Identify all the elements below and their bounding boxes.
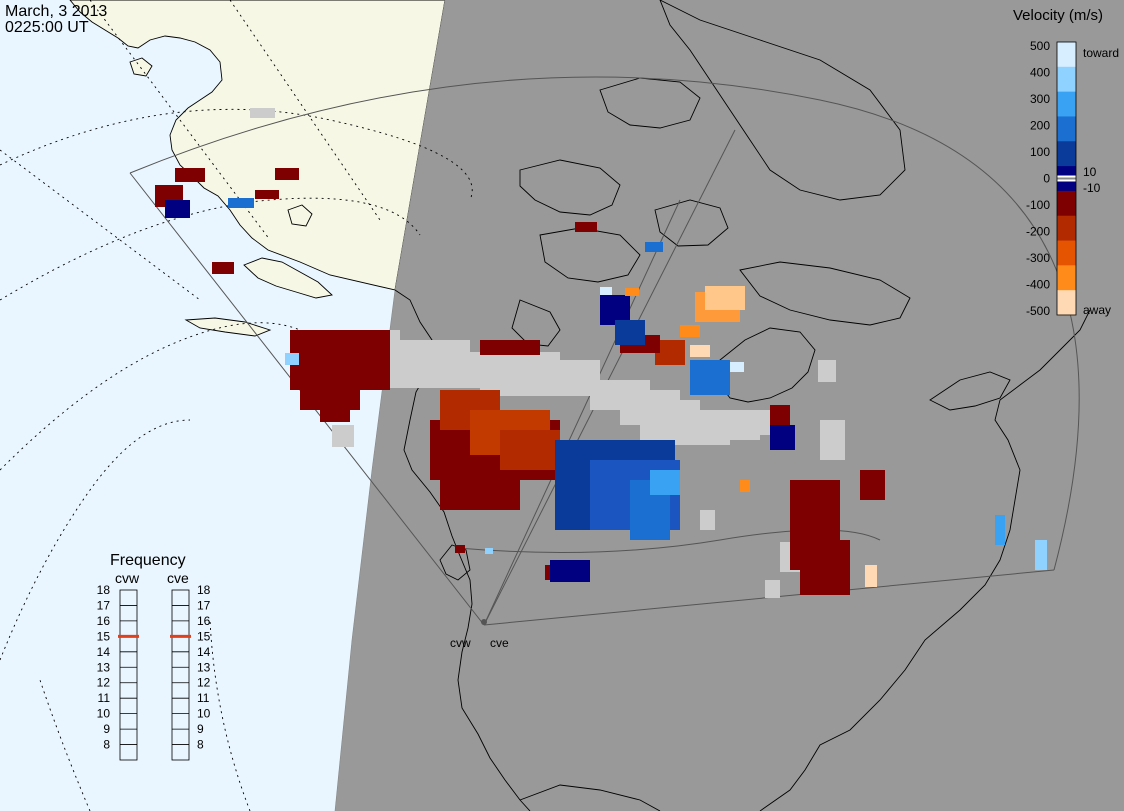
colorbar-frame: [1056, 41, 1077, 316]
frequency-scale-label: 16: [197, 614, 211, 628]
frequency-scale-label: 10: [197, 707, 211, 721]
frequency-scale-label: 12: [97, 676, 111, 690]
colorbar-toward-label: toward: [1083, 46, 1119, 60]
date-label: March, 3 2013: [5, 3, 107, 20]
frequency-scale-label: 15: [197, 629, 211, 643]
velocity-orange: [625, 286, 877, 587]
colorbar-away-label: away: [1083, 303, 1111, 317]
radar-sites: cvw cve: [450, 619, 509, 650]
longitude-grid: [0, 0, 381, 301]
latitude-grid: [0, 108, 473, 811]
colorbar-block: [1057, 42, 1076, 68]
frequency-scale-label: 8: [197, 738, 204, 752]
colorbar-block: [1057, 91, 1076, 117]
frequency-marker-cve: [170, 634, 191, 638]
colorbar-tick-label: -300: [1026, 251, 1050, 265]
colorbar-block: [1057, 190, 1076, 217]
night-region: [334, 0, 1124, 811]
radar-site-cvw-label: cvw: [450, 636, 471, 650]
frequency-scale-label: 10: [97, 707, 111, 721]
colorbar-ticks: 500 400 300 200 100 0 -100 -200 -300 -400 -500: [1026, 39, 1050, 318]
frequency-scale-label: 12: [197, 676, 211, 690]
radar-site-cve-label: cve: [490, 636, 509, 650]
colorbar-block: [1057, 116, 1076, 142]
time-label: 0225:00 UT: [5, 19, 89, 36]
fov-outline: [129, 76, 1080, 626]
frequency-scale-label: 8: [103, 738, 110, 752]
frequency-scale-label: 17: [197, 598, 211, 612]
colorbar-tick-label: -500: [1026, 304, 1050, 318]
frequency-scale-label: 11: [197, 691, 210, 705]
frequency-scale-label: 18: [197, 583, 211, 597]
frequency-scale-label: 13: [97, 660, 111, 674]
frequency-scale-label: 17: [97, 598, 111, 612]
frequency-scale-label: 9: [197, 722, 204, 736]
frequency-scale-label: 14: [97, 645, 111, 659]
colorbar-tick-label: -400: [1026, 278, 1050, 292]
frequency-scale-label: 15: [97, 629, 111, 643]
day-land: [69, 0, 446, 337]
colorbar-block: [1057, 66, 1076, 93]
colorbar-tick-label: 400: [1030, 66, 1050, 80]
frequency-radar-cvw: cvw: [115, 570, 140, 586]
timestamp-header: March, 3 2013 0225:00 UT: [5, 3, 107, 36]
colorbar-tick-label: -200: [1026, 225, 1050, 239]
colorbar-block: [1057, 290, 1076, 316]
frequency-panel: Frequency cvw cve 1817161514131211109818…: [97, 552, 211, 761]
frequency-scale-label: 16: [97, 614, 111, 628]
frequency-gauge-cve: [171, 589, 190, 761]
colorbar-block: [1057, 215, 1076, 242]
radar-site-cvw-marker: [481, 619, 487, 625]
velocity-toward: [165, 198, 1047, 582]
colorbar-tick-label: 300: [1030, 92, 1050, 106]
colorbar-block: [1057, 141, 1076, 167]
colorbar-tick-label: -100: [1026, 198, 1050, 212]
colorbar-tick-label: 500: [1030, 39, 1050, 53]
colorbar-zero-line: [1057, 177, 1076, 180]
frequency-scale-label: 11: [98, 691, 111, 705]
frequency-title: Frequency: [110, 552, 186, 569]
frequency-marker-cvw: [118, 634, 139, 638]
colorbar-blocks: [1057, 42, 1076, 316]
frequency-gauge-cvw: [119, 589, 138, 761]
colorbar-pos-label: 10: [1083, 165, 1097, 179]
colorbar-title: Velocity (m/s): [1013, 7, 1103, 24]
colorbar-tick-label: 100: [1030, 145, 1050, 159]
frequency-scale-label: 18: [97, 583, 111, 597]
frequency-scale-label: 9: [103, 722, 110, 736]
colorbar-neg-label: -10: [1083, 181, 1101, 195]
frequency-scale-label: 13: [197, 660, 211, 674]
frequency-scale-label: 14: [197, 645, 211, 659]
colorbar-tick-label: 0: [1043, 172, 1050, 186]
colorbar-tick-label: 200: [1030, 119, 1050, 133]
frequency-radar-cve: cve: [167, 570, 189, 586]
velocity-colorbar: Velocity (m/s) 500 400 300 200 100 0 -100 -200 -…: [1013, 7, 1119, 318]
colorbar-block: [1057, 265, 1076, 291]
colorbar-block: [1057, 240, 1076, 266]
